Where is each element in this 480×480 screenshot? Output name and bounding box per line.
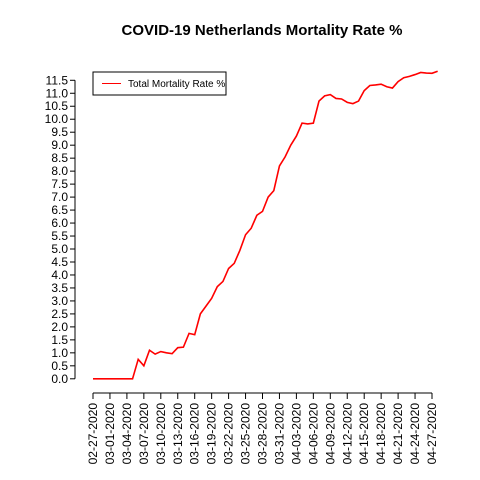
x-tick-label: 03-10-2020	[154, 403, 168, 465]
y-tick-label: 11.5	[46, 73, 69, 87]
y-tick-label: 0.0	[51, 372, 68, 386]
x-tick-label: 03-28-2020	[256, 403, 270, 465]
legend-label: Total Mortality Rate %	[128, 79, 225, 90]
x-tick-label: 03-04-2020	[120, 403, 134, 465]
y-tick-label: 1.5	[51, 333, 68, 347]
chart-title: COVID-19 Netherlands Mortality Rate %	[122, 22, 403, 39]
x-tick-label: 03-13-2020	[171, 403, 185, 465]
y-tick-label: 0.5	[51, 359, 68, 373]
x-tick-label: 03-19-2020	[205, 403, 219, 465]
y-tick-label: 5.0	[51, 242, 68, 256]
y-tick-label: 8.5	[51, 151, 68, 165]
x-tick-label: 03-01-2020	[103, 403, 117, 465]
x-tick-label: 04-03-2020	[289, 403, 303, 465]
x-tick-label: 04-21-2020	[391, 403, 405, 465]
x-tick-label: 04-06-2020	[306, 403, 320, 465]
x-tick-label: 04-18-2020	[374, 403, 388, 465]
x-tick-label: 04-27-2020	[425, 403, 439, 465]
y-tick-label: 6.0	[51, 216, 68, 230]
y-tick-label: 7.0	[51, 190, 68, 204]
x-tick-label: 03-25-2020	[239, 403, 253, 465]
y-tick-label: 3.5	[51, 281, 68, 295]
x-tick-label: 04-24-2020	[408, 403, 422, 465]
y-tick-label: 2.5	[51, 307, 68, 321]
y-tick-label: 5.5	[51, 229, 68, 243]
x-tick-label: 04-12-2020	[340, 403, 354, 465]
line-series	[93, 70, 438, 380]
x-tick-label: 03-31-2020	[272, 403, 286, 465]
y-tick-label: 10.0	[45, 112, 69, 126]
y-tick-label: 8.0	[51, 164, 68, 178]
y-tick-label: 4.0	[51, 268, 68, 282]
x-tick-label: 04-09-2020	[323, 403, 337, 465]
x-tick-label: 04-15-2020	[357, 403, 371, 465]
y-tick-label: 11.0	[46, 86, 69, 100]
y-tick-label: 4.5	[51, 255, 68, 269]
legend-box	[92, 71, 227, 96]
y-tick-label: 6.5	[51, 203, 68, 217]
y-tick-label: 2.0	[51, 320, 68, 334]
x-tick-label: 02-27-2020	[86, 403, 100, 465]
x-tick-label: 03-22-2020	[222, 403, 236, 465]
y-tick-label: 3.0	[51, 294, 68, 308]
y-tick-label: 10.5	[45, 99, 69, 113]
x-tick-label: 03-07-2020	[137, 403, 151, 465]
y-tick-label: 9.5	[51, 125, 68, 139]
y-tick-label: 1.0	[51, 346, 68, 360]
x-tick-label: 03-16-2020	[188, 403, 202, 465]
y-tick-label: 9.0	[51, 138, 68, 152]
y-tick-label: 7.5	[51, 177, 68, 191]
